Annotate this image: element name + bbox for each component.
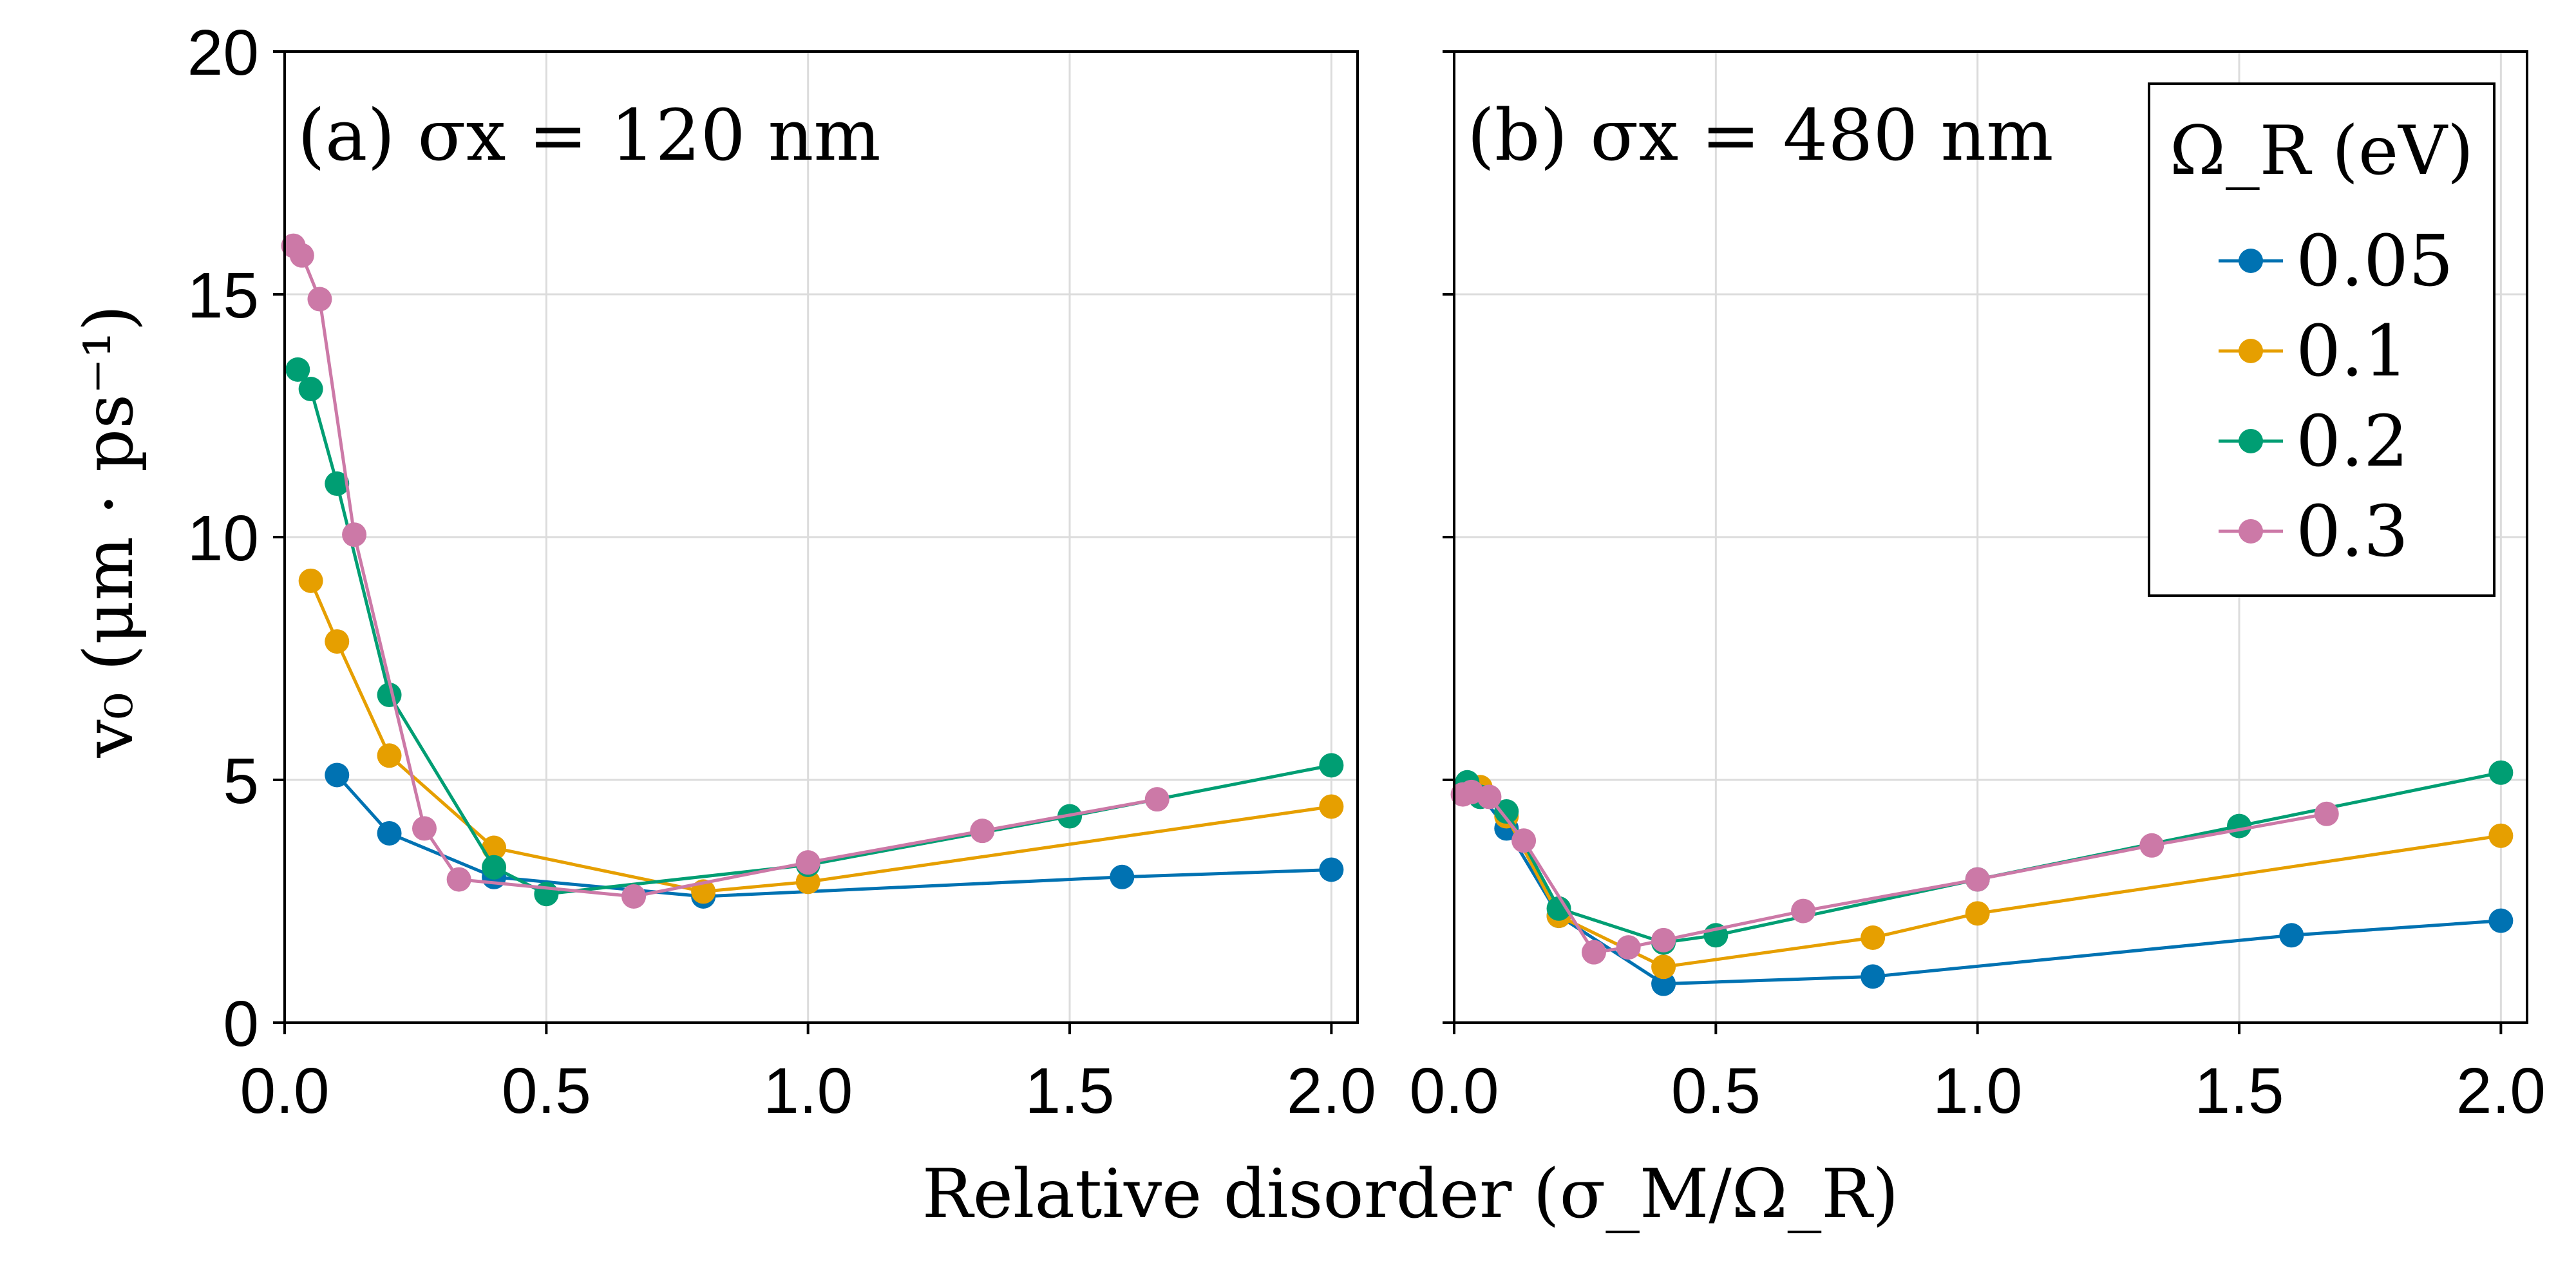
data-point-0.1 [298, 568, 323, 593]
x-tick-label: 0.5 [502, 1055, 591, 1127]
data-point-0.3 [2139, 833, 2164, 858]
x-tick-label: 1.5 [1025, 1055, 1115, 1127]
legend-entries: 0.050.10.20.3 [2219, 220, 2454, 573]
data-point-0.05 [1319, 857, 1344, 882]
data-point-0.1 [1861, 925, 1886, 951]
data-point-0.2 [1494, 799, 1519, 824]
data-point-0.1 [2488, 823, 2514, 848]
data-point-0.05 [377, 820, 402, 846]
data-point-0.3 [1965, 867, 1990, 892]
legend-label-0.05: 0.05 [2296, 220, 2454, 302]
data-point-0.1 [482, 835, 507, 860]
legend-marker-0.2 [2239, 429, 2263, 453]
data-point-0.3 [1651, 927, 1676, 952]
data-point-0.3 [1511, 828, 1537, 853]
x-tick-label: 1.5 [2195, 1055, 2284, 1127]
data-point-0.1 [325, 629, 350, 654]
x-tick-label: 1.0 [1933, 1055, 2022, 1127]
data-point-0.2 [285, 357, 310, 382]
data-point-0.05 [2488, 908, 2514, 933]
data-point-0.3 [446, 867, 471, 892]
panel-a-series [281, 233, 1344, 909]
legend-label-0.2: 0.2 [2296, 400, 2409, 482]
legend-marker-0.3 [2239, 519, 2263, 544]
legend-marker-0.1 [2239, 339, 2263, 363]
panel-b-ticks: 0.0 0.5 1.0 1.5 2.0 [1409, 50, 2546, 1127]
legend-box [2148, 82, 2496, 597]
data-point-0.3 [342, 522, 367, 547]
data-point-0.2 [2488, 760, 2514, 785]
data-point-0.3 [621, 884, 647, 909]
legend-marker-0.05 [2239, 249, 2263, 273]
panel-a-ticks: 0.0 0.5 1.0 1.5 2.0 0 5 10 15 20 [187, 17, 1376, 1127]
data-point-0.3 [412, 816, 437, 841]
data-point-0.05 [1861, 964, 1886, 989]
panel-a-grid [283, 50, 1358, 1024]
data-point-0.3 [289, 243, 314, 268]
x-tick-label: 1.0 [763, 1055, 853, 1127]
data-point-0.2 [2227, 813, 2252, 838]
data-point-0.3 [795, 850, 820, 875]
x-tick-label: 0.0 [1409, 1055, 1499, 1127]
panel-a-title: (a) σx = 120 nm [298, 94, 881, 176]
data-point-0.1 [1319, 794, 1344, 819]
y-tick-label: 0 [223, 988, 259, 1060]
data-point-0.3 [1144, 787, 1170, 812]
y-tick-label: 5 [223, 745, 259, 817]
data-point-0.1 [1965, 901, 1990, 926]
data-point-0.1 [1651, 954, 1676, 980]
data-point-0.05 [325, 762, 350, 788]
data-point-0.05 [1110, 864, 1135, 889]
legend-label-0.1: 0.1 [2296, 310, 2409, 392]
series-line-0.3 [1462, 790, 2327, 954]
x-tick-label: 2.0 [1287, 1055, 1376, 1127]
legend-title: Ω_R (eV) [2170, 111, 2474, 190]
data-point-0.3 [1791, 898, 1816, 923]
data-point-0.3 [2314, 801, 2339, 826]
x-tick-label: 0.5 [1671, 1055, 1761, 1127]
legend-label-0.3: 0.3 [2296, 490, 2409, 573]
x-tick-label: 0.0 [240, 1055, 329, 1127]
panel-b-title: (b) σx = 480 nm [1467, 94, 2054, 176]
x-axis-label: Relative disorder (σ_M/Ω_R) [922, 1155, 1899, 1233]
data-point-0.05 [2279, 923, 2304, 948]
data-point-0.2 [325, 471, 350, 497]
series-line-0.3 [292, 244, 1158, 898]
data-point-0.1 [795, 869, 820, 895]
data-point-0.2 [534, 882, 559, 907]
data-point-0.2 [482, 855, 507, 880]
series-line-0.1 [309, 580, 1332, 893]
data-point-0.3 [307, 287, 332, 312]
data-point-0.3 [970, 819, 995, 844]
data-point-0.05 [1651, 971, 1676, 996]
series-line-0.2 [296, 368, 1332, 896]
data-point-0.2 [1546, 896, 1571, 921]
data-point-0.1 [377, 743, 402, 768]
data-point-0.3 [1581, 940, 1606, 965]
x-tick-label: 2.0 [2456, 1055, 2546, 1127]
data-point-0.2 [1319, 753, 1344, 778]
panel-b-series [1450, 760, 2514, 996]
data-point-0.3 [1616, 935, 1641, 960]
data-point-0.3 [1477, 784, 1502, 810]
y-tick-label: 15 [187, 260, 259, 332]
y-tick-label: 10 [187, 502, 259, 574]
y-axis-label: v₀ (μm · ps⁻¹) [70, 305, 148, 758]
y-tick-label: 20 [187, 17, 259, 89]
legend: Ω_R (eV) 0.050.10.20.3 [2148, 82, 2496, 597]
data-point-0.2 [298, 377, 323, 402]
